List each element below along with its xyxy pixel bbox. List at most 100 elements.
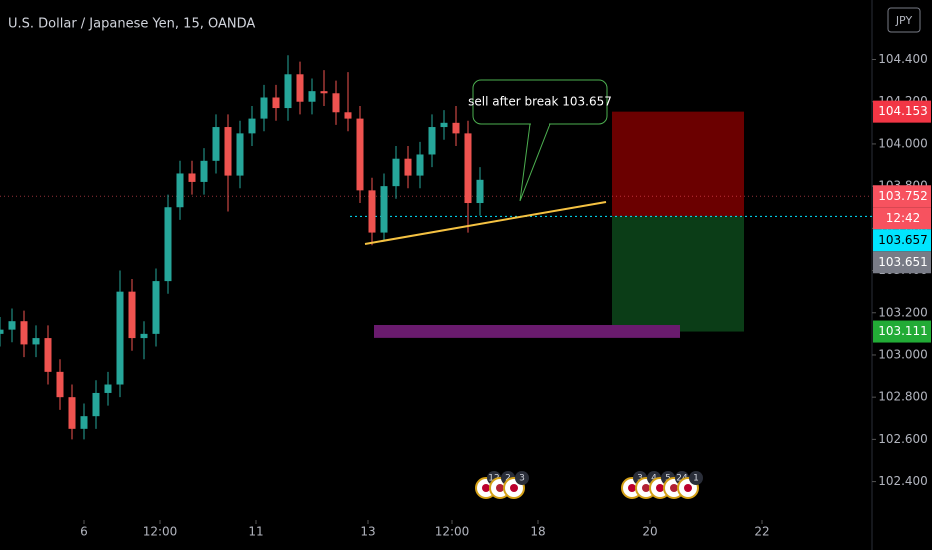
candle-body: [344, 112, 352, 119]
candle-body: [128, 291, 136, 339]
event-flag: [628, 484, 636, 492]
event-flag: [510, 484, 518, 492]
currency-button[interactable]: [887, 7, 921, 33]
candle-body: [20, 321, 28, 345]
candle-body: [176, 173, 184, 208]
price-tag-label: 103.111: [878, 324, 928, 338]
target-zone: [612, 216, 744, 332]
price-tag: [873, 185, 931, 208]
candle-body: [8, 321, 16, 330]
x-tick-label: 18: [530, 525, 545, 539]
candle-body: [224, 127, 232, 176]
y-tick-label: 102.800: [878, 390, 928, 404]
candle-body: [236, 133, 244, 176]
x-tick-label: 13: [360, 525, 375, 539]
price-tag-label: 104.153: [878, 104, 928, 118]
candle-body: [320, 91, 328, 94]
candle-body: [356, 118, 364, 191]
y-tick-label: 102.600: [878, 432, 928, 446]
candle-body: [368, 190, 376, 233]
candle-body: [152, 281, 160, 334]
price-tag-label: 103.657: [878, 233, 928, 247]
candle-body: [56, 371, 64, 398]
candle-body: [116, 291, 124, 385]
event-flag: [670, 484, 678, 492]
event-count: 5: [665, 474, 671, 484]
candle-body: [476, 179, 484, 204]
candle-body: [140, 333, 148, 339]
event-count: 12: [488, 474, 499, 484]
price-tag: [873, 251, 931, 274]
candle-body: [80, 416, 88, 429]
candle-body: [32, 338, 40, 345]
candle-body: [428, 127, 436, 155]
candle-body: [296, 74, 304, 102]
candle-body: [416, 154, 424, 176]
price-tag-label: 103.752: [878, 189, 928, 203]
callout-gap: [531, 122, 549, 126]
candle-body: [272, 97, 280, 109]
candle-body: [452, 122, 460, 134]
candle-body: [188, 173, 196, 182]
callout-text: sell after break 103.657: [468, 95, 612, 109]
candle-body: [404, 158, 412, 176]
event-flag: [684, 484, 692, 492]
x-tick-label: 6: [80, 525, 88, 539]
event-count: 2: [505, 474, 511, 484]
countdown-tag: [873, 207, 931, 230]
countdown-label: 12:42: [886, 211, 921, 225]
candle-body: [44, 338, 52, 372]
candle-body: [332, 93, 340, 113]
candle-body: [212, 127, 220, 161]
event-flag: [496, 484, 504, 492]
event-flag: [482, 484, 490, 492]
event-count-bg: [689, 471, 703, 485]
x-tick-label: 12:00: [143, 525, 178, 539]
event-count: 1: [693, 474, 699, 484]
x-tick-label: 11: [248, 525, 263, 539]
candle-body: [0, 329, 4, 334]
candle-body: [464, 133, 472, 204]
candle-body: [440, 122, 448, 128]
y-tick-label: 103.000: [878, 347, 928, 361]
candle-body: [308, 91, 316, 102]
candle-body: [284, 74, 292, 109]
x-tick-label: 22: [754, 525, 769, 539]
event-count: 3: [519, 474, 525, 484]
candle-body: [92, 392, 100, 417]
purple-zone: [374, 325, 680, 338]
candle-body: [392, 158, 400, 187]
event-count: 4: [651, 474, 657, 484]
candle-body: [200, 160, 208, 182]
y-tick-label: 104.000: [878, 136, 928, 150]
event-count: 24: [676, 474, 688, 484]
event-count: 3: [637, 474, 643, 484]
event-flag: [642, 484, 650, 492]
chart-title: U.S. Dollar / Japanese Yen, 15, OANDA: [8, 17, 255, 32]
event-flag: [656, 484, 664, 492]
trendline: [364, 200, 607, 245]
candle-body: [104, 384, 112, 393]
currency-label: JPY: [895, 14, 913, 27]
price-tag: [873, 229, 931, 252]
candle-body: [68, 397, 76, 429]
y-tick-label: 103.200: [878, 305, 928, 319]
x-tick-label: 12:00: [435, 525, 470, 539]
y-tick-label: 102.400: [878, 474, 928, 488]
callout-pointer: [519, 123, 551, 202]
event-count-bg: [515, 471, 529, 485]
candle-body: [260, 97, 268, 119]
x-tick-label: 20: [642, 525, 657, 539]
stop-zone: [612, 111, 744, 217]
candle-body: [380, 186, 388, 233]
price-tag-label: 103.651: [878, 255, 928, 269]
price-tag: [873, 320, 931, 343]
price-tag: [873, 100, 931, 123]
y-tick-label: 104.400: [878, 52, 928, 66]
candle-body: [248, 118, 256, 134]
candle-body: [164, 207, 172, 282]
